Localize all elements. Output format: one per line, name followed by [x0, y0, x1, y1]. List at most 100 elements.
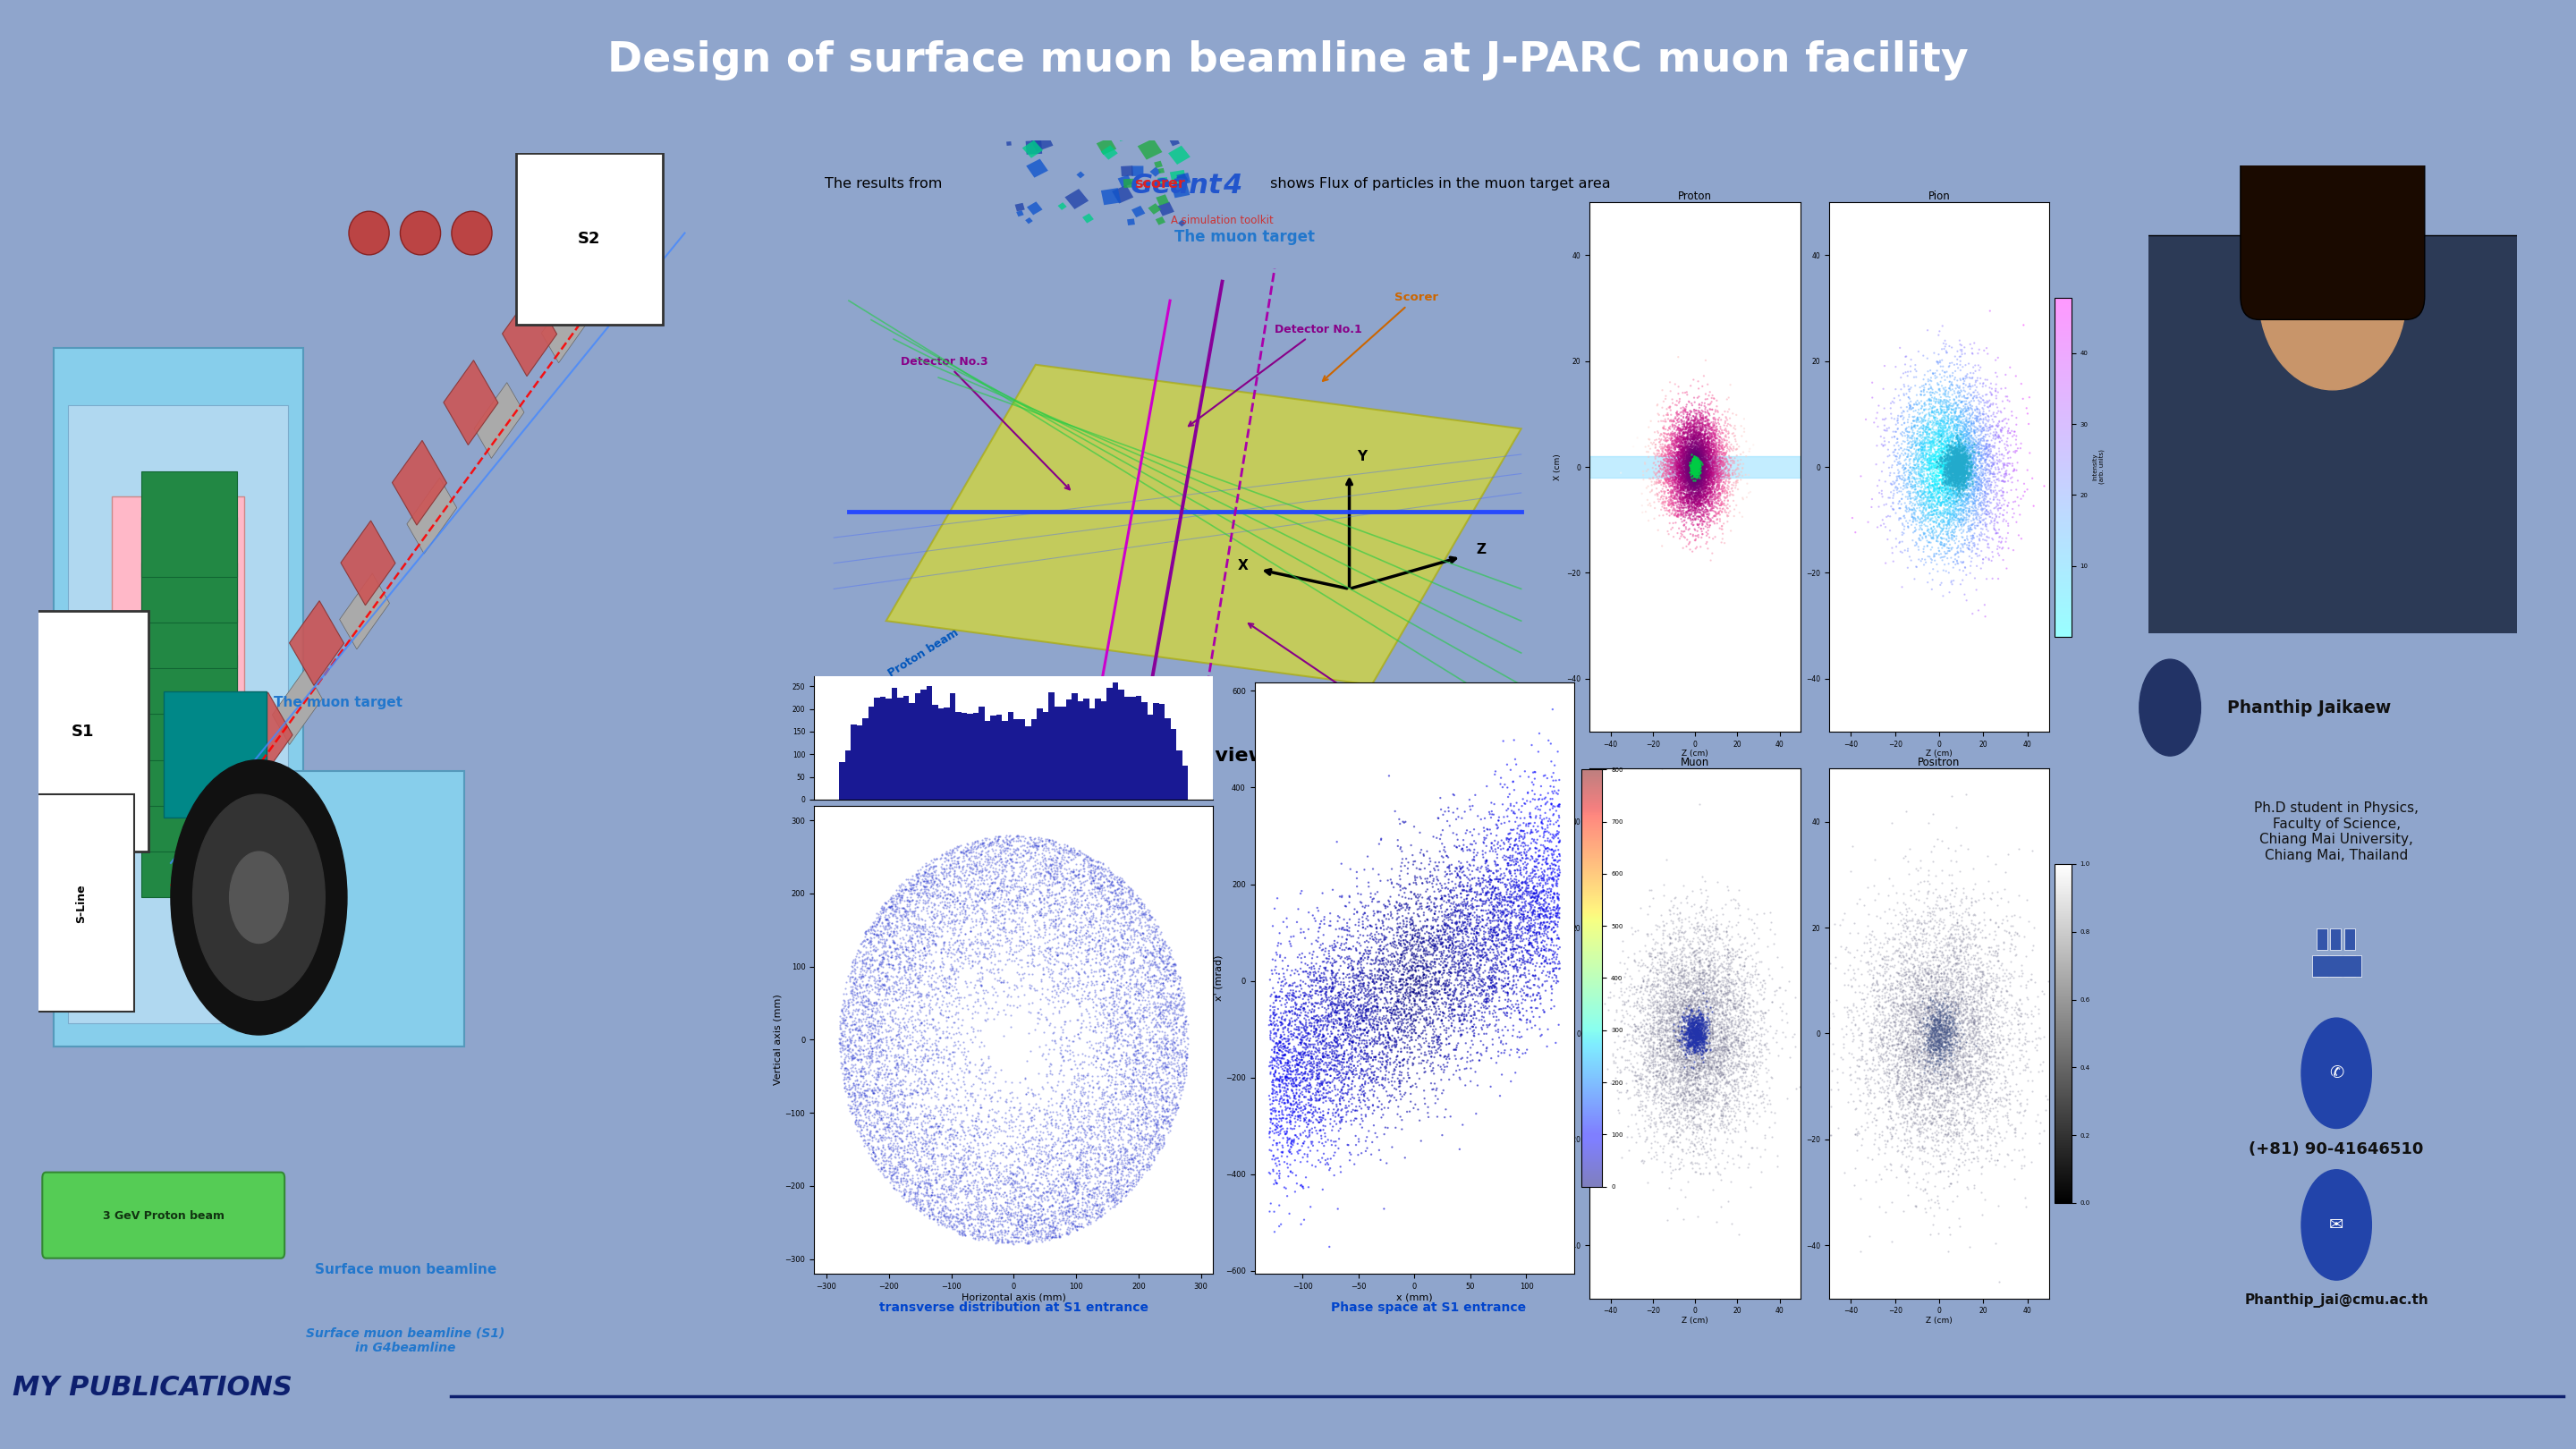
Point [1324, 984, 1365, 1007]
Point [1667, 1049, 1708, 1072]
Point [1515, 836, 1556, 859]
Point [1677, 452, 1718, 475]
Point [1922, 461, 1963, 484]
Point [953, 1217, 994, 1240]
Point [1636, 993, 1677, 1016]
Point [1406, 974, 1448, 997]
Point [1924, 1037, 1965, 1061]
Point [1360, 977, 1401, 1000]
Point [1687, 1037, 1728, 1061]
Point [1309, 1003, 1350, 1026]
Point [1687, 884, 1728, 907]
Point [1492, 885, 1533, 909]
Point [1090, 1132, 1131, 1155]
Point [1945, 493, 1986, 516]
Point [1695, 1036, 1736, 1059]
Point [1118, 1159, 1159, 1182]
Point [1680, 978, 1721, 1001]
Point [987, 1229, 1028, 1252]
Point [1674, 459, 1716, 483]
Point [1674, 451, 1716, 474]
Point [1399, 1032, 1440, 1055]
Point [1345, 1071, 1386, 1094]
Point [1922, 410, 1963, 433]
Point [1667, 1064, 1708, 1087]
Point [1929, 491, 1971, 514]
Point [914, 907, 956, 930]
Point [1924, 478, 1965, 501]
Point [914, 877, 956, 900]
Point [976, 1061, 1018, 1084]
Point [1066, 1136, 1108, 1159]
Point [1945, 409, 1986, 432]
Point [1942, 485, 1984, 509]
Point [1255, 1037, 1296, 1061]
Point [951, 1179, 992, 1203]
Point [1659, 938, 1700, 961]
Point [1048, 862, 1090, 885]
Point [1682, 472, 1723, 496]
Point [1698, 993, 1739, 1016]
Point [1012, 1184, 1054, 1207]
Point [1677, 456, 1718, 480]
Point [1504, 872, 1546, 895]
Point [1857, 1071, 1899, 1094]
Point [1868, 1017, 1909, 1040]
Point [1692, 1126, 1734, 1149]
Point [1922, 501, 1963, 525]
Point [1144, 1051, 1185, 1074]
Point [958, 1203, 999, 1226]
Point [1937, 977, 1978, 1000]
Point [1906, 491, 1947, 514]
Point [1425, 955, 1466, 978]
Point [1909, 390, 1950, 413]
Point [1906, 464, 1947, 487]
Point [1924, 1061, 1965, 1084]
Point [845, 974, 886, 997]
Point [1886, 464, 1927, 487]
Point [1865, 1158, 1906, 1181]
Point [1855, 849, 1896, 872]
Point [1911, 1010, 1953, 1033]
Point [876, 1091, 917, 1114]
Point [1687, 409, 1728, 432]
Point [1852, 971, 1893, 994]
Point [1927, 454, 1968, 477]
Point [1471, 911, 1512, 935]
Point [1677, 456, 1718, 480]
Point [1669, 448, 1710, 471]
Point [1314, 965, 1355, 988]
Point [1677, 1078, 1718, 1101]
Point [1260, 1162, 1301, 1185]
Point [1935, 467, 1976, 490]
Point [850, 1129, 891, 1152]
Point [876, 1178, 917, 1201]
Point [917, 1188, 958, 1211]
Point [1007, 1210, 1048, 1233]
Point [1680, 471, 1721, 494]
Point [902, 1145, 943, 1168]
Point [1680, 468, 1721, 491]
Point [1960, 1084, 2002, 1107]
Point [1633, 1077, 1674, 1100]
Point [1680, 975, 1721, 998]
Point [1929, 1058, 1971, 1081]
Point [1365, 1043, 1406, 1066]
Point [1917, 1007, 1958, 1030]
Point [1968, 435, 2009, 458]
Point [1911, 1023, 1953, 1046]
Point [1994, 961, 2035, 984]
Point [896, 985, 938, 1009]
Point [1963, 461, 2004, 484]
Point [827, 1069, 868, 1093]
Point [1919, 981, 1960, 1004]
Point [992, 1139, 1033, 1162]
Point [987, 859, 1028, 882]
Point [1033, 990, 1074, 1013]
Point [1391, 1017, 1432, 1040]
Point [1669, 951, 1710, 974]
Point [1118, 1133, 1159, 1156]
Point [1935, 439, 1976, 462]
Point [1945, 1032, 1986, 1055]
Point [840, 932, 881, 955]
